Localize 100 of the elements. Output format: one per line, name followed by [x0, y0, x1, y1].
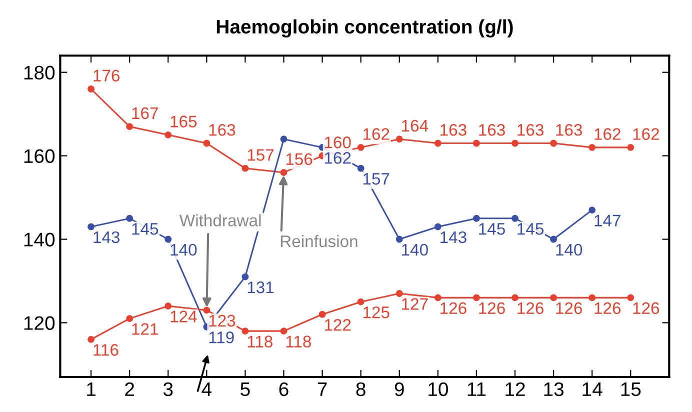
data-label: 140	[402, 244, 428, 256]
point	[588, 206, 596, 214]
data-label: 126	[594, 302, 621, 314]
point	[88, 336, 95, 343]
point	[550, 236, 558, 243]
chart-title: Haemoglobin concentration (g/l)	[216, 19, 513, 38]
data-label: 126	[556, 302, 582, 314]
x-tick-label: 15	[621, 382, 641, 396]
data-label: 157	[248, 149, 274, 161]
point	[550, 294, 558, 302]
y-tick-label: 140	[24, 232, 55, 246]
point	[88, 86, 95, 92]
data-label: 118	[286, 336, 311, 348]
point	[396, 136, 403, 143]
data-label: 157	[363, 173, 390, 185]
data-label: 124	[170, 310, 197, 322]
x-tick-label: 9	[394, 382, 404, 396]
data-label: 123	[209, 314, 236, 327]
y-tick-label: 120	[24, 316, 55, 330]
data-label: 145	[132, 223, 158, 235]
data-label: 145	[518, 223, 544, 235]
data-label: 119	[209, 332, 234, 344]
point	[203, 306, 210, 314]
data-label: 164	[402, 120, 428, 132]
data-label: 126	[440, 302, 466, 314]
data-label: 167	[132, 107, 158, 120]
point	[88, 223, 95, 230]
data-label: 163	[209, 124, 236, 136]
point	[357, 164, 364, 172]
point	[126, 315, 134, 322]
point	[164, 236, 172, 243]
data-label: 122	[324, 318, 351, 331]
x-tick-label: 4	[202, 382, 212, 396]
point	[627, 294, 634, 302]
data-label: 126	[518, 302, 544, 314]
point	[396, 290, 403, 297]
x-tick-label: 2	[125, 382, 134, 396]
annotation: Reinfusion	[280, 234, 358, 248]
point	[126, 123, 134, 130]
data-label: 121	[132, 323, 158, 335]
data-label: 163	[440, 124, 466, 136]
data-label: 126	[479, 302, 505, 314]
point	[627, 144, 634, 151]
point	[512, 214, 518, 222]
data-label: 163	[518, 124, 544, 136]
data-label: 143	[440, 231, 466, 244]
point	[242, 164, 249, 172]
point	[472, 214, 480, 222]
point	[434, 140, 442, 147]
point	[357, 298, 364, 306]
point	[242, 273, 249, 280]
data-label: 126	[633, 302, 660, 314]
data-label: 127	[402, 298, 428, 310]
point	[434, 223, 442, 230]
data-label: 156	[286, 153, 312, 166]
data-label: 163	[556, 124, 582, 136]
point	[280, 169, 288, 176]
point	[550, 140, 558, 147]
x-tick-label: 6	[279, 382, 288, 396]
point	[357, 144, 364, 151]
point	[472, 140, 480, 147]
data-label: 176	[94, 70, 120, 82]
point	[434, 294, 442, 302]
y-tick-label: 160	[24, 149, 55, 164]
point	[164, 302, 172, 310]
data-label: 140	[556, 244, 582, 256]
data-label: 143	[94, 231, 120, 244]
point	[588, 294, 596, 302]
data-label: 118	[248, 336, 272, 348]
point	[242, 328, 249, 335]
x-tick-label: 10	[428, 382, 448, 396]
data-label: 165	[170, 116, 197, 128]
point	[512, 294, 518, 302]
point	[280, 328, 288, 335]
x-tick-label: 1	[87, 382, 96, 396]
data-label: 163	[479, 124, 505, 136]
x-tick-label: 13	[544, 382, 564, 396]
point	[280, 136, 288, 143]
point	[588, 144, 596, 151]
data-label: 147	[594, 214, 620, 226]
point	[318, 310, 326, 318]
x-tick-label: 3	[163, 382, 173, 396]
x-tick-label: 7	[318, 382, 327, 396]
data-label: 131	[248, 281, 274, 294]
data-label: 145	[479, 223, 505, 235]
x-tick-label: 8	[356, 382, 366, 396]
data-label: 116	[94, 344, 118, 356]
annotation: Withdrawal	[179, 214, 261, 226]
point	[472, 294, 480, 302]
x-tick-label: 12	[506, 382, 525, 396]
y-tick-label: 180	[24, 66, 55, 80]
data-label: 162	[363, 128, 390, 140]
point	[164, 131, 172, 138]
point	[512, 140, 518, 147]
data-label: 125	[363, 306, 390, 318]
data-label: 160	[324, 136, 351, 148]
x-tick-label: 14	[582, 382, 602, 396]
data-label: 162	[633, 128, 659, 140]
data-label: 162	[324, 152, 351, 164]
x-tick-label: 5	[240, 382, 250, 396]
